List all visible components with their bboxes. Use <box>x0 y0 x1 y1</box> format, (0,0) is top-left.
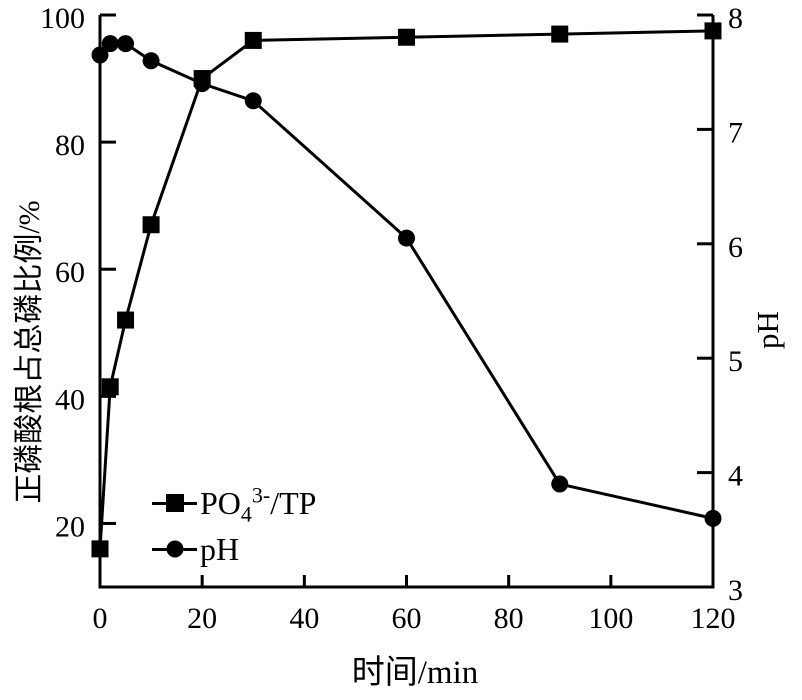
x-tick-label: 60 <box>392 602 422 635</box>
y-left-tick-label: 80 <box>55 129 85 162</box>
legend-po4-subscript: 4 <box>240 500 252 526</box>
data-point-circle-ph <box>244 92 262 110</box>
data-point-circle-ph <box>398 229 415 247</box>
y-right-tick-label: 8 <box>728 2 743 35</box>
x-tick-label: 20 <box>187 602 217 635</box>
data-point-square-po4-tp <box>704 22 722 40</box>
y-left-tick-label: 20 <box>55 510 85 543</box>
data-point-circle-ph <box>101 35 119 53</box>
y-left-tick-label: 40 <box>55 383 85 416</box>
y-right-tick-label: 4 <box>728 460 743 493</box>
data-point-square-po4-tp <box>398 28 415 46</box>
data-point-square-po4-tp <box>142 216 160 234</box>
x-tick-label: 0 <box>93 602 108 635</box>
data-point-circle-ph <box>91 46 109 64</box>
x-tick-label: 120 <box>691 602 736 635</box>
data-point-circle-ph <box>142 52 160 70</box>
y-right-tick-label: 7 <box>728 116 743 149</box>
y-right-tick-label: 6 <box>728 231 743 264</box>
legend-label-po4-tp: PO43-/TP <box>200 481 317 524</box>
legend-square-icon <box>165 494 184 512</box>
data-point-square-po4-tp <box>101 378 119 396</box>
x-tick-label: 80 <box>494 602 524 635</box>
x-axis-title: 时间/min <box>351 655 479 691</box>
series-line-ph <box>98 42 714 520</box>
legend-marker-po4-tp <box>152 492 197 514</box>
y-right-tick-label: 5 <box>728 345 743 378</box>
data-point-square-po4-tp <box>551 25 569 43</box>
x-tick-label: 100 <box>588 602 633 635</box>
legend-po4-superscript: 3- <box>251 481 271 507</box>
data-point-circle-ph <box>704 509 722 527</box>
y-left-tick-label: 60 <box>55 256 85 289</box>
right-axis-title: pH <box>750 311 785 349</box>
legend-circle-icon <box>166 540 183 558</box>
data-point-square-po4-tp <box>117 311 135 329</box>
y-left-tick-label: 100 <box>40 2 85 35</box>
series-line-po4-tp <box>98 29 714 549</box>
data-point-circle-ph <box>193 75 211 93</box>
legend: PO43-/TP pH <box>152 480 316 572</box>
data-point-square-po4-tp <box>91 540 109 558</box>
legend-label-ph: pH <box>200 530 240 567</box>
legend-po4-base1: PO <box>200 484 241 521</box>
legend-item-ph: pH <box>152 526 316 572</box>
legend-marker-ph <box>152 538 197 560</box>
data-point-circle-ph <box>117 35 135 53</box>
legend-po4-base2: /TP <box>270 484 317 521</box>
x-tick-label: 40 <box>289 602 319 635</box>
data-point-circle-ph <box>551 475 569 493</box>
y-right-tick-label: 3 <box>728 574 743 607</box>
left-axis-title: 正磷酸根占总磷比例/% <box>13 200 46 504</box>
data-point-square-po4-tp <box>244 31 262 49</box>
legend-item-po4-tp: PO43-/TP <box>152 480 316 526</box>
